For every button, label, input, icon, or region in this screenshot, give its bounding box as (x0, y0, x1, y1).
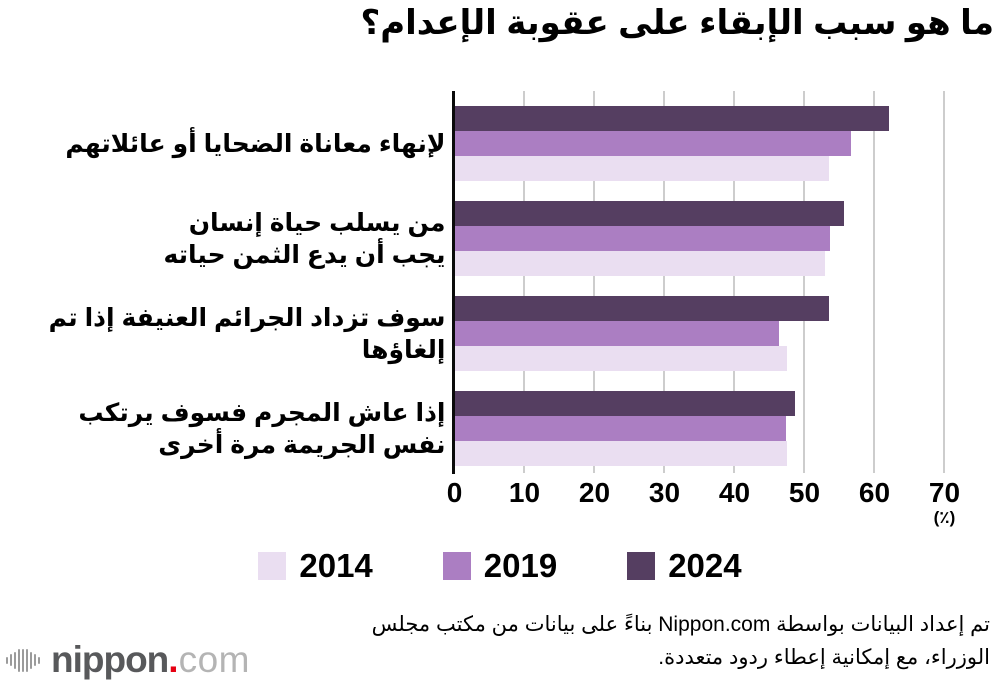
legend: 2014 2019 2024 (0, 547, 1000, 585)
category-label: سوف تزداد الجرائم العنيفة إذا تم إلغاؤها (48, 303, 446, 364)
source-note-line2: الوزراء، مع إمكانية إعطاء ردود متعددة. (658, 646, 990, 669)
x-tick-label: 10 (508, 477, 541, 508)
axis-unit-label: (٪) (933, 508, 956, 527)
bar-2019-cat3 (455, 321, 780, 346)
legend-swatch-2014 (258, 552, 287, 580)
gridline (662, 91, 665, 473)
x-tick-label: 20 (578, 477, 611, 508)
logo-text-nippon: nippon (51, 639, 169, 680)
chart-title: ما هو سبب الإبقاء على عقوبة الإعدام؟ (360, 4, 994, 42)
gridline (942, 91, 945, 473)
legend-swatch-2024 (627, 552, 656, 580)
bar-2014-cat1 (455, 156, 829, 181)
category-label: إذا عاش المجرم فسوف يرتكب نفس الجريمة مر… (78, 398, 446, 459)
legend-swatch-2019 (442, 552, 471, 580)
bar-2014-cat3 (455, 346, 787, 371)
logo-dot: . (168, 639, 179, 680)
bar-2014-cat2 (455, 251, 826, 276)
waveform-icon (6, 648, 40, 672)
bar-2019-cat2 (455, 226, 831, 251)
waveform-bar (26, 648, 28, 672)
waveform-bar (14, 651, 16, 669)
legend-label-2019: 2019 (483, 547, 558, 584)
gridline (522, 91, 525, 473)
waveform-bar (6, 656, 8, 664)
nippon-logo: nippon. com (6, 639, 250, 680)
legend-label-2014: 2014 (299, 547, 373, 584)
x-tick-label: 70 (928, 477, 961, 508)
legend-item-2014: 2014 (258, 547, 373, 585)
waveform-bar (22, 648, 24, 672)
gridline (872, 91, 875, 473)
bar-2019-cat4 (455, 416, 787, 441)
bar-2024-cat2 (455, 201, 845, 226)
waveform-bar (10, 654, 12, 666)
category-label: لإنهاء معاناة الضحايا أو عائلاتهم (65, 129, 446, 158)
x-tick-label: 50 (788, 477, 821, 508)
gridline (802, 91, 805, 473)
x-tick-label: 0 (446, 477, 463, 508)
bar-2024-cat3 (455, 296, 829, 321)
gridline (732, 91, 735, 473)
bar-2024-cat1 (455, 106, 889, 131)
legend-item-2019: 2019 (442, 547, 558, 585)
source-note-line1: تم إعداد البيانات بواسطة Nippon.com بناء… (371, 613, 990, 636)
bar-2019-cat1 (455, 131, 852, 156)
x-tick-label: 60 (858, 477, 891, 508)
bar-2024-cat4 (455, 391, 796, 416)
waveform-bar (38, 656, 40, 664)
legend-label-2024: 2024 (668, 547, 742, 584)
y-axis-line (452, 91, 455, 474)
legend-item-2024: 2024 (627, 547, 742, 585)
waveform-bar (18, 648, 20, 672)
bar-2014-cat4 (455, 441, 787, 466)
waveform-bar (34, 654, 36, 666)
waveform-bar (30, 651, 32, 669)
x-tick-label: 30 (648, 477, 681, 508)
gridline (592, 91, 595, 473)
logo-text-com: com (178, 639, 250, 680)
source-note: تم إعداد البيانات بواسطة Nippon.com بناء… (372, 608, 990, 674)
category-label: من يسلب حياة إنسان يجب أن يدع الثمن حيات… (163, 208, 446, 269)
x-tick-label: 40 (718, 477, 751, 508)
